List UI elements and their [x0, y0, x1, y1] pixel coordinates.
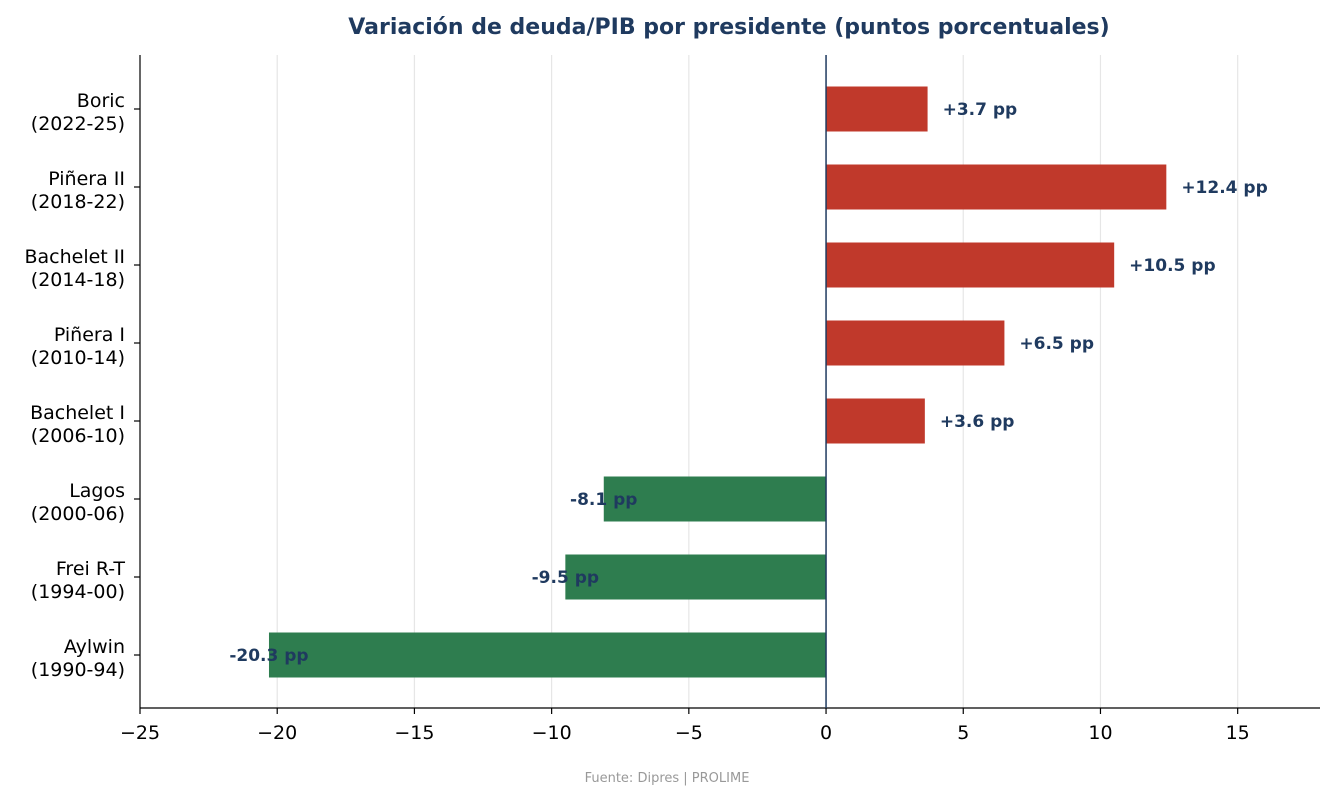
- bar: [826, 242, 1115, 288]
- y-tick-label: Lagos: [69, 480, 125, 502]
- y-tick-label: Boric: [77, 90, 125, 112]
- y-axis-tick-labels: Boric(2022-25) Piñera II(2018-22) Bachelet…: [24, 90, 125, 681]
- x-tick-label: −20: [257, 722, 297, 744]
- data-labels: +3.7 pp +12.4 pp +10.5 pp +6.5 pp +3.6 pp -8.…: [229, 100, 1267, 666]
- bar: [826, 86, 928, 132]
- bar: [565, 554, 827, 600]
- y-tick-label: (2006-10): [31, 425, 125, 447]
- source-note: Fuente: Dipres | PROLIME: [585, 771, 750, 786]
- x-tick-label: −5: [675, 722, 703, 744]
- y-tick-label: (2014-18): [31, 269, 125, 291]
- bar: [603, 476, 827, 522]
- y-tick-label: (2010-14): [31, 347, 125, 369]
- x-tick-label: −25: [120, 722, 160, 744]
- x-tick-label: 10: [1088, 722, 1112, 744]
- data-label: +3.6 pp: [940, 412, 1015, 432]
- y-tick-label: Bachelet I: [30, 402, 125, 424]
- bar: [826, 320, 1005, 366]
- bar: [826, 398, 925, 444]
- y-tick-label: (1994-00): [31, 581, 125, 603]
- y-tick-label: Aylwin: [64, 636, 125, 658]
- x-tick-label: 15: [1226, 722, 1250, 744]
- x-tick-label: −15: [394, 722, 434, 744]
- chart-title: Variación de deuda/PIB por presidente (p…: [348, 15, 1109, 40]
- data-label: +12.4 pp: [1181, 178, 1267, 198]
- data-label: +6.5 pp: [1019, 334, 1094, 354]
- y-tick-label: Piñera I: [54, 324, 125, 346]
- data-label: -8.1 pp: [570, 490, 637, 510]
- gridlines: [276, 55, 1239, 708]
- y-tick-label: Bachelet II: [24, 246, 125, 268]
- x-tick-label: 0: [820, 722, 832, 744]
- data-label: +3.7 pp: [943, 100, 1018, 120]
- y-tick-label: Piñera II: [48, 168, 125, 190]
- data-label: -9.5 pp: [532, 568, 599, 588]
- x-axis-tick-labels: −25 −20 −15 −10 −5 0 5 10 15: [120, 722, 1250, 744]
- y-tick-label: (2018-22): [31, 191, 125, 213]
- x-tick-label: −10: [532, 722, 572, 744]
- y-tick-label: (2022-25): [31, 113, 125, 135]
- bars: [268, 86, 1167, 678]
- y-tick-label: (1990-94): [31, 659, 125, 681]
- x-tick-label: 5: [957, 722, 969, 744]
- bar: [826, 164, 1167, 210]
- data-label: -20.3 pp: [229, 646, 308, 666]
- y-tick-label: Frei R-T: [56, 558, 125, 580]
- data-label: +10.5 pp: [1129, 256, 1215, 276]
- y-tick-label: (2000-06): [31, 503, 125, 525]
- bar: [268, 632, 827, 678]
- axes: [134, 55, 1320, 714]
